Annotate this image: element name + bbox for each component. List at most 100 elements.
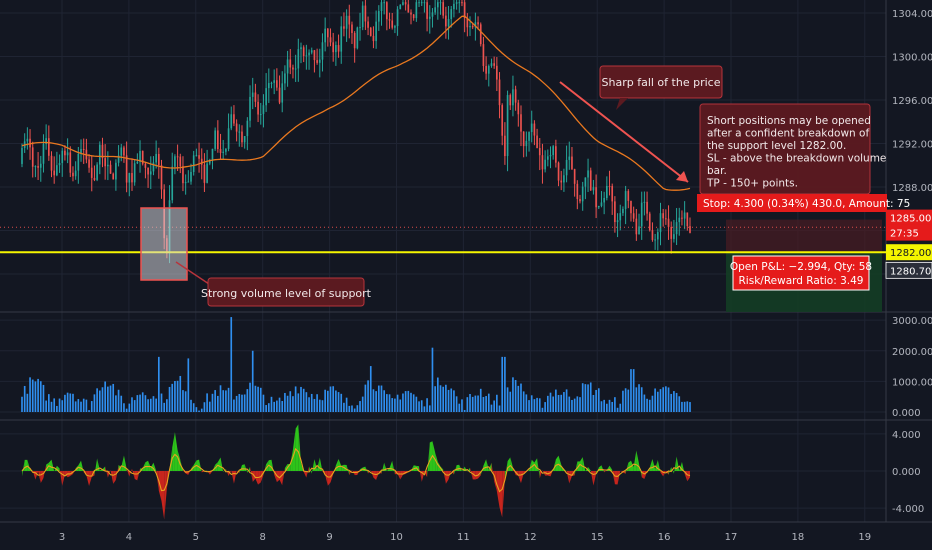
volume-bar (514, 380, 517, 412)
volume-bar (107, 386, 109, 412)
low-price-badge-text: 1280.700 (890, 266, 932, 277)
candle-body (683, 212, 686, 219)
candle-body (289, 59, 292, 68)
osc-area-segment (555, 455, 559, 471)
candle-body (675, 222, 678, 235)
volume-bar (410, 392, 412, 412)
volume-bar (493, 400, 495, 412)
candle-body (276, 80, 278, 88)
volume-bar (61, 400, 64, 412)
candle-body (646, 201, 648, 214)
candle-body (345, 15, 348, 29)
candle-body (520, 114, 522, 132)
candle-body (436, 2, 439, 8)
volume-bar (85, 399, 88, 412)
candle-body (463, 2, 466, 18)
volume-bar (520, 383, 522, 412)
price-tick-label: 1288.000 (892, 183, 932, 194)
osc-area-segment (537, 458, 540, 479)
volume-bar (214, 390, 216, 412)
candle-body (286, 59, 289, 74)
candle-body (482, 44, 485, 66)
volume-bar (614, 397, 616, 412)
osc-area-segment (381, 462, 385, 474)
osc-area-segment (126, 468, 130, 477)
volume-bar (624, 388, 627, 412)
volume-bar (394, 398, 396, 412)
fall-annotation[interactable]: Sharp fall of the price (559, 65, 723, 183)
candle-body (45, 138, 47, 145)
volume-bar (466, 397, 469, 412)
time-axis[interactable]: 3 4 5 8 9 10 11 12 15 16 17 18 19 (59, 532, 871, 543)
volume-bar (149, 398, 152, 412)
volume-bar (654, 388, 656, 412)
volume-bar (270, 396, 273, 412)
candle-body (302, 47, 305, 57)
candle-body (630, 200, 632, 214)
osc-area-segment (38, 471, 41, 484)
candle-body (131, 173, 133, 183)
volume-bars (21, 317, 691, 412)
volume-bar (69, 393, 72, 412)
price-tick-label: 1304.000 (892, 9, 932, 20)
candle-body (31, 147, 34, 167)
candle-body (606, 185, 608, 198)
volume-bar (638, 384, 640, 412)
volume-bar (276, 400, 278, 412)
volume-bar (251, 350, 254, 412)
osc-area-segment (445, 471, 449, 484)
candle-body (329, 37, 332, 43)
price-tick-label: 1300.000 (892, 53, 932, 64)
candle-body (571, 156, 573, 170)
candle-body (391, 20, 394, 28)
candle-body (300, 47, 302, 50)
osc-area-segment (172, 432, 175, 471)
candle-body (192, 155, 195, 172)
volume-bar (211, 393, 214, 412)
candle-body (415, 2, 418, 19)
support-annotation-label: Strong volume level of support (201, 287, 372, 300)
candle-body (581, 186, 584, 202)
volume-bar (227, 387, 230, 412)
volume-bar (670, 393, 673, 412)
volume-bar (267, 403, 270, 412)
candle-body (72, 172, 74, 177)
candle-body (388, 19, 391, 21)
volume-bar (611, 401, 614, 412)
osc-area-segment (51, 459, 55, 472)
candle-body (174, 156, 176, 167)
osc-area-segment (24, 459, 28, 471)
candle-body (420, 2, 423, 4)
support-annotation[interactable]: Strong volume level of support (175, 261, 372, 307)
candle-body (241, 131, 243, 143)
volume-bar (396, 394, 399, 412)
osc-area-segment (292, 428, 296, 471)
stop-label[interactable]: Stop: 4.300 (0.34%) 430.0, Amount: 75 (697, 194, 910, 212)
candle-body (179, 156, 182, 167)
candle-body (214, 130, 216, 149)
volume-bar (436, 377, 439, 412)
volume-bar (600, 401, 603, 412)
volume-bar (458, 403, 461, 412)
candle-body (632, 213, 635, 219)
candle-body (686, 212, 689, 227)
pnl-label[interactable]: Open P&L: −2.994, Qty: 58 Risk/Reward Ra… (730, 255, 872, 291)
candle-body (77, 153, 80, 171)
osc-area-segment (217, 457, 221, 471)
support-volume-box[interactable] (140, 207, 188, 281)
candle-body (98, 144, 101, 165)
volume-bar (536, 397, 538, 412)
osc-area-segment (164, 471, 167, 520)
volume-bar (160, 393, 163, 412)
candle-body (337, 45, 340, 52)
volume-bar (101, 387, 104, 412)
price-axis[interactable]: 1304.000 1300.000 1296.000 1292.000 1288.000… (892, 9, 932, 515)
candle-body (616, 220, 619, 223)
osc-area-segment (145, 460, 149, 471)
candle-body (316, 60, 318, 63)
candle-body (377, 11, 380, 22)
volume-bar (555, 389, 557, 412)
candle-body (426, 2, 428, 19)
